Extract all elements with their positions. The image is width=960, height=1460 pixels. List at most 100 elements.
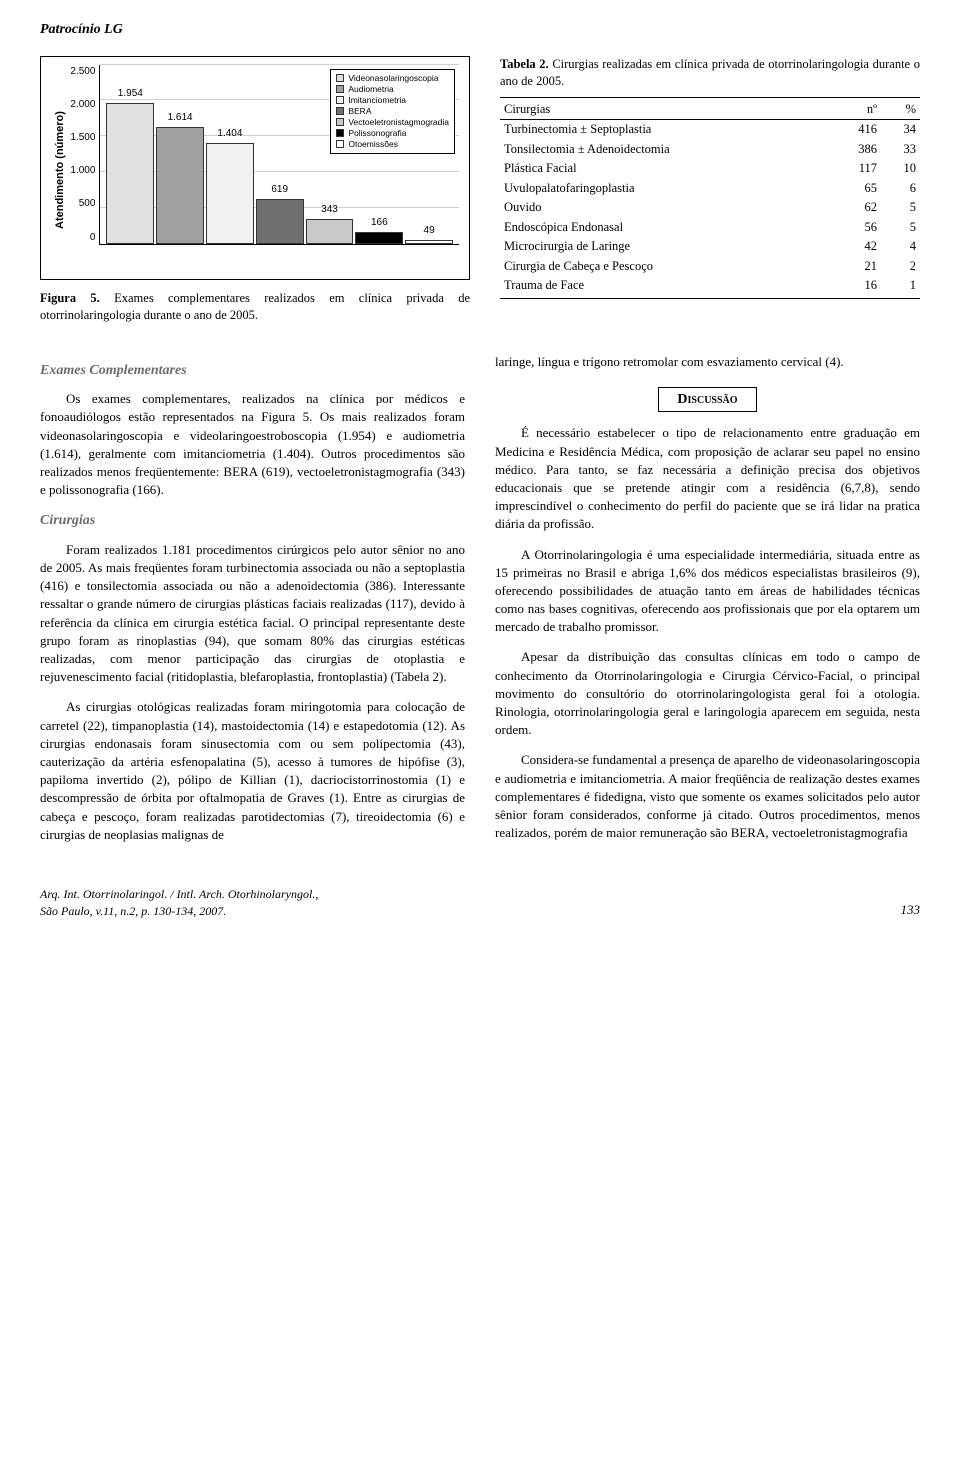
table-cell: Cirurgia de Cabeça e Pescoço: [500, 257, 830, 277]
table-cell: 65: [830, 179, 881, 199]
bar-value-label: 343: [321, 203, 338, 217]
bar-value-label: 49: [424, 224, 435, 238]
discussion-heading-wrap: Discussão: [495, 383, 920, 425]
table-cell: 42: [830, 237, 881, 257]
table-cell: 33: [881, 140, 920, 160]
table-cell: 4: [881, 237, 920, 257]
legend-item: BERA: [336, 106, 449, 117]
y-tick: 1.500: [70, 131, 95, 145]
table-cell: Endoscópica Endonasal: [500, 218, 830, 238]
y-ticks: 2.5002.0001.5001.0005000: [70, 65, 99, 245]
author-header: Patrocínio LG: [40, 20, 920, 40]
chart-area: Atendimento (número) 2.5002.0001.5001.00…: [51, 65, 459, 275]
table-row: Trauma de Face161: [500, 276, 920, 298]
table-cell: 21: [830, 257, 881, 277]
legend-item: Videonasolaringoscopia: [336, 73, 449, 84]
table-cell: Tonsilectomia ± Adenoidectomia: [500, 140, 830, 160]
table-cell: 34: [881, 120, 920, 140]
table-cell: 62: [830, 198, 881, 218]
legend-text: Imitanciometria: [348, 95, 406, 106]
chart-plot: 1.9541.6141.40461934316649 Videonasolari…: [99, 65, 459, 245]
table-cell: Uvulopalatofaringoplastia: [500, 179, 830, 199]
bar: 1.954: [106, 87, 154, 244]
table-cell: 5: [881, 218, 920, 238]
left-column: Exames Complementares Os exames compleme…: [40, 353, 465, 856]
legend-item: Polissonografia: [336, 128, 449, 139]
journal-line2: São Paulo, v.11, n.2, p. 130-134, 2007.: [40, 903, 318, 920]
table-row: Tonsilectomia ± Adenoidectomia38633: [500, 140, 920, 160]
top-row: Atendimento (número) 2.5002.0001.5001.00…: [40, 56, 920, 325]
table-cell: 1: [881, 276, 920, 298]
figure-label: Figura 5.: [40, 291, 100, 305]
bar-rect: [106, 103, 154, 244]
legend-text: Videonasolaringoscopia: [348, 73, 438, 84]
paragraph: Apesar da distribuição das consultas clí…: [495, 648, 920, 739]
journal-line1: Arq. Int. Otorrinolaringol. / Intl. Arch…: [40, 886, 318, 903]
table-cell: 6: [881, 179, 920, 199]
table-label: Tabela 2.: [500, 57, 549, 71]
table-row: Uvulopalatofaringoplastia656: [500, 179, 920, 199]
table-column: Tabela 2. Cirurgias realizadas em clínic…: [500, 56, 920, 325]
table-cell: Turbinectomia ± Septoplastia: [500, 120, 830, 140]
table-row: Ouvido625: [500, 198, 920, 218]
legend-swatch: [336, 140, 344, 148]
y-tick: 0: [70, 231, 95, 245]
main-columns: Exames Complementares Os exames compleme…: [40, 353, 920, 856]
bar-value-label: 1.954: [118, 87, 143, 101]
table-header: %: [881, 97, 920, 120]
chart-column: Atendimento (número) 2.5002.0001.5001.00…: [40, 56, 470, 325]
table-cell: 10: [881, 159, 920, 179]
legend-item: Vectoeletronistagmogradia: [336, 117, 449, 128]
bar-rect: [206, 143, 254, 244]
y-tick: 2.500: [70, 65, 95, 79]
page-number: 133: [901, 901, 921, 919]
bar-rect: [306, 219, 354, 244]
bar-value-label: 166: [371, 216, 388, 230]
y-axis-label: Atendimento (número): [51, 65, 70, 275]
y-tick: 2.000: [70, 98, 95, 112]
legend-text: BERA: [348, 106, 371, 117]
bar: 49: [405, 224, 453, 244]
bar-rect: [355, 232, 403, 244]
table-cell: 2: [881, 257, 920, 277]
discussion-heading: Discussão: [658, 387, 756, 413]
table-cell: 416: [830, 120, 881, 140]
table-cell: 56: [830, 218, 881, 238]
y-tick: 500: [70, 197, 95, 211]
legend-swatch: [336, 107, 344, 115]
bar: 166: [355, 216, 403, 244]
table-cell: Plástica Facial: [500, 159, 830, 179]
legend-swatch: [336, 118, 344, 126]
legend-item: Audiometria: [336, 84, 449, 95]
legend-text: Vectoeletronistagmogradia: [348, 117, 449, 128]
paragraph: As cirurgias otológicas realizadas foram…: [40, 698, 465, 844]
bar-rect: [256, 199, 304, 244]
table-cell: Ouvido: [500, 198, 830, 218]
paragraph: Considera-se fundamental a presença de a…: [495, 751, 920, 842]
table-row: Plástica Facial11710: [500, 159, 920, 179]
table-row: Cirurgia de Cabeça e Pescoço212: [500, 257, 920, 277]
surgeries-table: Cirurgiasnº% Turbinectomia ± Septoplasti…: [500, 97, 920, 299]
bar-value-label: 1.404: [217, 127, 242, 141]
table-cell: 386: [830, 140, 881, 160]
table-row: Endoscópica Endonasal565: [500, 218, 920, 238]
paragraph: laringe, língua e trígono retromolar com…: [495, 353, 920, 371]
table-caption-text: Cirurgias realizadas em clínica privada …: [500, 57, 920, 89]
paragraph: Foram realizados 1.181 procedimentos cir…: [40, 541, 465, 687]
section-heading-cirurgias: Cirurgias: [40, 511, 465, 531]
bar-value-label: 1.614: [168, 111, 193, 125]
table-row: Microcirurgia de Laringe424: [500, 237, 920, 257]
table-row: Turbinectomia ± Septoplastia41634: [500, 120, 920, 140]
table-cell: Trauma de Face: [500, 276, 830, 298]
legend-item: Otoemissões: [336, 139, 449, 150]
paragraph: A Otorrinolaringologia é uma especialida…: [495, 546, 920, 637]
chart-legend: VideonasolaringoscopiaAudiometriaImitanc…: [330, 69, 455, 154]
right-column: laringe, língua e trígono retromolar com…: [495, 353, 920, 856]
paragraph: É necessário estabelecer o tipo de relac…: [495, 424, 920, 533]
table-cell: Microcirurgia de Laringe: [500, 237, 830, 257]
bar: 343: [306, 203, 354, 244]
table-cell: 16: [830, 276, 881, 298]
legend-text: Otoemissões: [348, 139, 398, 150]
chart-box: Atendimento (número) 2.5002.0001.5001.00…: [40, 56, 470, 280]
legend-swatch: [336, 129, 344, 137]
